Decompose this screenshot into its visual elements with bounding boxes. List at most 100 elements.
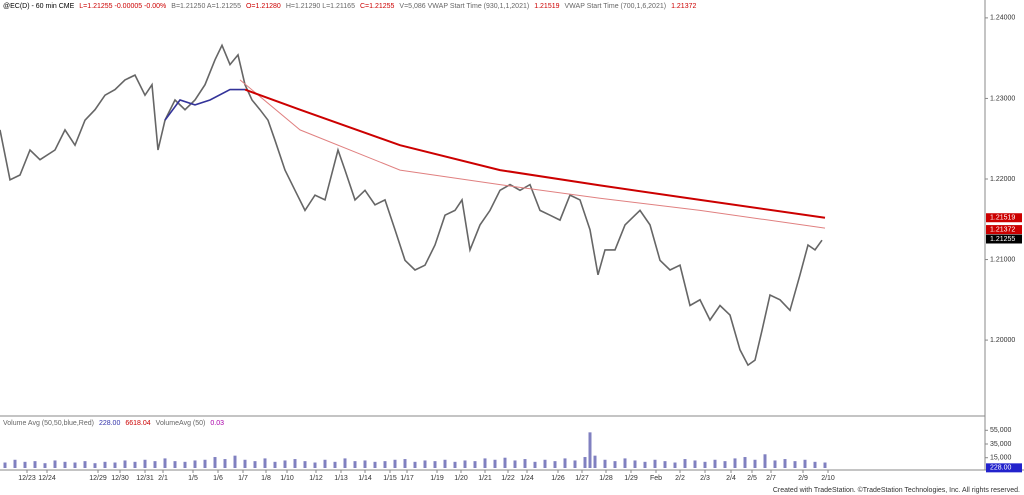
- x-tick-label: 2/1: [158, 475, 168, 482]
- y-tick-label: 35,000: [990, 441, 1012, 448]
- x-tick-label: 1/26: [551, 475, 565, 482]
- volume-bar: [733, 458, 737, 468]
- volume-bar: [293, 459, 297, 468]
- x-tick-label: 2/2: [675, 475, 685, 482]
- x-tick-label: 1/28: [599, 475, 613, 482]
- volume-bar: [383, 461, 387, 468]
- volume-bar: [793, 461, 797, 468]
- header-text: VolumeAvg (50): [156, 420, 206, 427]
- volume-bar: [463, 460, 467, 468]
- x-tick-label: 1/15: [383, 475, 397, 482]
- volume-bar: [723, 461, 727, 468]
- volume-bar: [573, 460, 577, 468]
- volume-bar: [243, 459, 247, 468]
- volume-bar: [273, 461, 277, 468]
- x-tick-label: 2/10: [821, 475, 835, 482]
- volume-bar: [503, 457, 507, 468]
- volume-bar: [763, 454, 767, 468]
- x-tick-label: 1/10: [280, 475, 294, 482]
- volume-bar: [533, 461, 537, 468]
- header-text: V=5,086 VWAP Start Time (930,1,1,2021): [399, 3, 529, 10]
- volume-bar: [33, 461, 37, 468]
- header-text: Volume Avg (50,50,blue,Red): [3, 420, 94, 427]
- price-tag: [986, 463, 1022, 473]
- volume-bar: [583, 457, 587, 468]
- volume-bar: [173, 461, 177, 468]
- volume-bar: [603, 459, 607, 468]
- volume-bar: [813, 461, 817, 468]
- volume-bar: [453, 461, 457, 468]
- volume-bar: [673, 462, 677, 468]
- volume-bar: [113, 462, 117, 468]
- header-text: L=1.21255 -0.00005 -0.00%: [79, 3, 166, 10]
- volume-bar: [683, 459, 687, 468]
- volume-bar: [753, 459, 757, 468]
- x-tick-label: 2/7: [766, 475, 776, 482]
- x-tick-label: 12/30: [111, 475, 129, 482]
- volume-bar: [93, 463, 97, 468]
- volume-bar: [343, 458, 347, 468]
- volume-bar: [143, 459, 147, 468]
- x-tick-label: 1/24: [520, 475, 534, 482]
- volume-bar: [263, 458, 267, 468]
- series-line: [244, 88, 826, 219]
- x-tick-label: 1/8: [261, 475, 271, 482]
- footer: Created with TradeStation. ©TradeStation…: [773, 486, 1020, 494]
- volume-bar: [123, 460, 127, 468]
- x-tick-label: 1/19: [430, 475, 444, 482]
- volume-bar: [323, 459, 327, 468]
- x-tick-label: 1/7: [238, 475, 248, 482]
- volume-bar: [333, 461, 337, 468]
- volume-bar: [283, 460, 287, 468]
- volume-bar: [413, 461, 417, 468]
- x-tick-label: 2/3: [700, 475, 710, 482]
- volume-bar: [393, 459, 397, 468]
- series-line: [164, 88, 245, 121]
- volume-bar: [713, 459, 717, 468]
- volume-bar: [543, 459, 547, 468]
- volume-bar: [303, 461, 307, 468]
- volume-bar: [213, 457, 217, 468]
- volume-bar: [493, 459, 497, 468]
- price-tag: [986, 234, 1022, 244]
- volume-bar: [773, 460, 777, 468]
- x-tick-label: 1/13: [334, 475, 348, 482]
- price-tag-label: 1.21372: [990, 226, 1015, 233]
- volume-bar: [233, 455, 237, 468]
- series-line: [239, 79, 826, 229]
- x-tick-label: 12/31: [136, 475, 154, 482]
- volume-bar: [153, 461, 157, 468]
- header-text: @EC(D) - 60 min CME: [3, 3, 75, 10]
- x-tick-label: 1/20: [454, 475, 468, 482]
- x-tick-label: 1/5: [188, 475, 198, 482]
- volume-bar: [693, 460, 697, 468]
- volume-bar: [623, 458, 627, 468]
- volume-bar: [183, 461, 187, 468]
- price-tag: [986, 225, 1022, 235]
- y-tick-label: 1.23000: [990, 95, 1015, 102]
- price-tag-label: 1.21519: [990, 215, 1015, 222]
- volume-bar: [63, 461, 67, 468]
- volume-bar: [313, 462, 317, 468]
- volume-bar: [43, 463, 47, 468]
- volume-bar: [783, 459, 787, 468]
- header-text: 0.03: [210, 420, 224, 427]
- volume-bar: [663, 461, 667, 468]
- x-tick-label: 1/27: [575, 475, 589, 482]
- x-tick-label: 12/23: [18, 475, 36, 482]
- price-tag-label: 228.00: [990, 465, 1012, 472]
- x-tick-label: 2/5: [747, 475, 757, 482]
- header-text: C=1.21255: [360, 3, 395, 10]
- volume-bar: [513, 460, 517, 468]
- y-tick-label: 1.24000: [990, 15, 1015, 22]
- header-text: 1.21372: [671, 3, 696, 10]
- volume-bar: [613, 461, 617, 468]
- volume-bar: [253, 461, 257, 468]
- x-tick-label: 1/12: [309, 475, 323, 482]
- volume-bar: [483, 458, 487, 468]
- x-tick-label: 1/17: [400, 475, 414, 482]
- volume-bar: [703, 461, 707, 468]
- volume-bar: [83, 461, 87, 468]
